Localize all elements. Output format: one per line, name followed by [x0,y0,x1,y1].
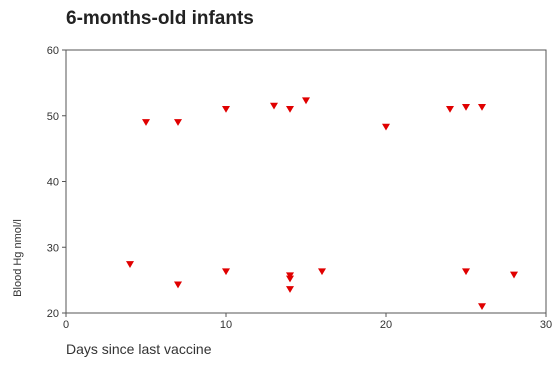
chart-title: 6-months-old infants [66,8,254,29]
data-point [142,119,150,126]
x-tick-label: 30 [540,319,552,331]
data-point [222,105,230,113]
data-point [174,119,182,126]
y-tick-label: 50 [47,111,59,123]
data-point [478,104,486,111]
y-tick-label: 20 [47,308,59,320]
data-point [174,281,182,289]
data-point [222,268,230,276]
x-tick-label: 10 [220,319,232,331]
data-point [286,105,294,113]
data-point [382,123,390,131]
data-point [510,271,518,279]
data-point [462,268,470,276]
y-tick-label: 30 [47,242,59,254]
data-point [318,268,326,276]
data-point [302,97,310,105]
data-point [478,303,486,311]
data-point [286,286,294,293]
y-tick-label: 60 [47,45,59,57]
x-tick-label: 20 [380,319,392,331]
data-point [270,102,278,110]
x-axis-label: Days since last vaccine [66,341,212,357]
data-point [286,275,294,283]
data-point [126,261,134,268]
plot-frame [65,49,547,314]
x-tick-label: 0 [63,319,69,331]
data-point [446,105,454,113]
data-point [462,104,470,111]
y-tick-label: 40 [47,177,59,189]
